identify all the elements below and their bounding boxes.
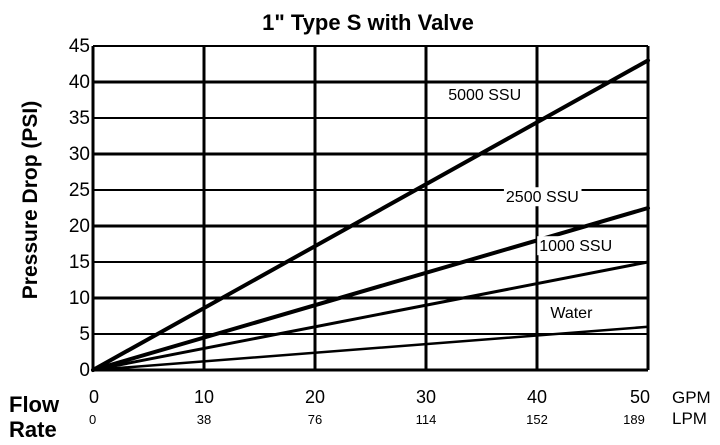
y-tick-label: 0	[79, 360, 90, 381]
series-label-bg	[503, 187, 582, 207]
x-tick-label-lpm: 38	[197, 412, 211, 427]
series-label: Water	[550, 305, 593, 322]
x-tick-label-lpm: 114	[416, 412, 437, 427]
chart-title: 1" Type S with Valve	[262, 10, 474, 35]
series-labels: 5000 SSU 2500 SSU 1000 SSU Water	[446, 85, 615, 323]
series-label: 5000 SSU	[448, 87, 521, 104]
y-tick-label: 35	[69, 108, 90, 129]
y-tick-label: 20	[69, 216, 90, 237]
x-unit-gpm: GPM	[672, 388, 711, 407]
grid	[91, 45, 650, 372]
x-tick-label-gpm: 20	[305, 387, 325, 407]
y-tick-label: 10	[69, 288, 90, 309]
x-tick-label-gpm: 0	[89, 387, 99, 407]
y-tick-label: 40	[69, 72, 90, 93]
x-tick-label-lpm: 0	[89, 412, 96, 427]
y-tick-label: 25	[69, 180, 90, 201]
x-tick-label-lpm: 76	[308, 412, 322, 427]
x-tick-label-lpm: 189	[623, 412, 645, 427]
series-line	[91, 325, 650, 372]
rate-label: Rate	[9, 417, 57, 440]
flow-label: Flow	[9, 392, 60, 417]
series-label: 2500 SSU	[506, 189, 579, 206]
tick-labels: 0 5 10 15 20 25 30 35 40 45 0 10 20 30 40 50 0 38 76 114 152…	[69, 36, 650, 427]
y-tick-label: 45	[69, 36, 90, 57]
y-tick-label: 15	[69, 252, 90, 273]
series-line	[91, 206, 650, 372]
y-axis-label: Pressure Drop (PSI)	[19, 101, 42, 299]
x-tick-label-gpm: 30	[416, 387, 436, 407]
series-label: 1000 SSU	[539, 238, 612, 255]
x-tick-label-lpm: 152	[526, 412, 548, 427]
series-label-bg	[446, 85, 524, 104]
series-line	[91, 260, 650, 372]
series-lines	[91, 58, 650, 372]
x-tick-label-gpm: 50	[630, 387, 650, 407]
y-tick-label: 5	[79, 324, 90, 345]
series-label-bg	[537, 236, 615, 256]
series-label-bg	[548, 303, 599, 323]
x-unit-lpm: LPM	[672, 409, 707, 428]
x-tick-label-gpm: 10	[194, 387, 214, 407]
x-tick-label-gpm: 40	[527, 387, 547, 407]
y-tick-label: 30	[69, 144, 90, 165]
series-line	[91, 58, 650, 372]
